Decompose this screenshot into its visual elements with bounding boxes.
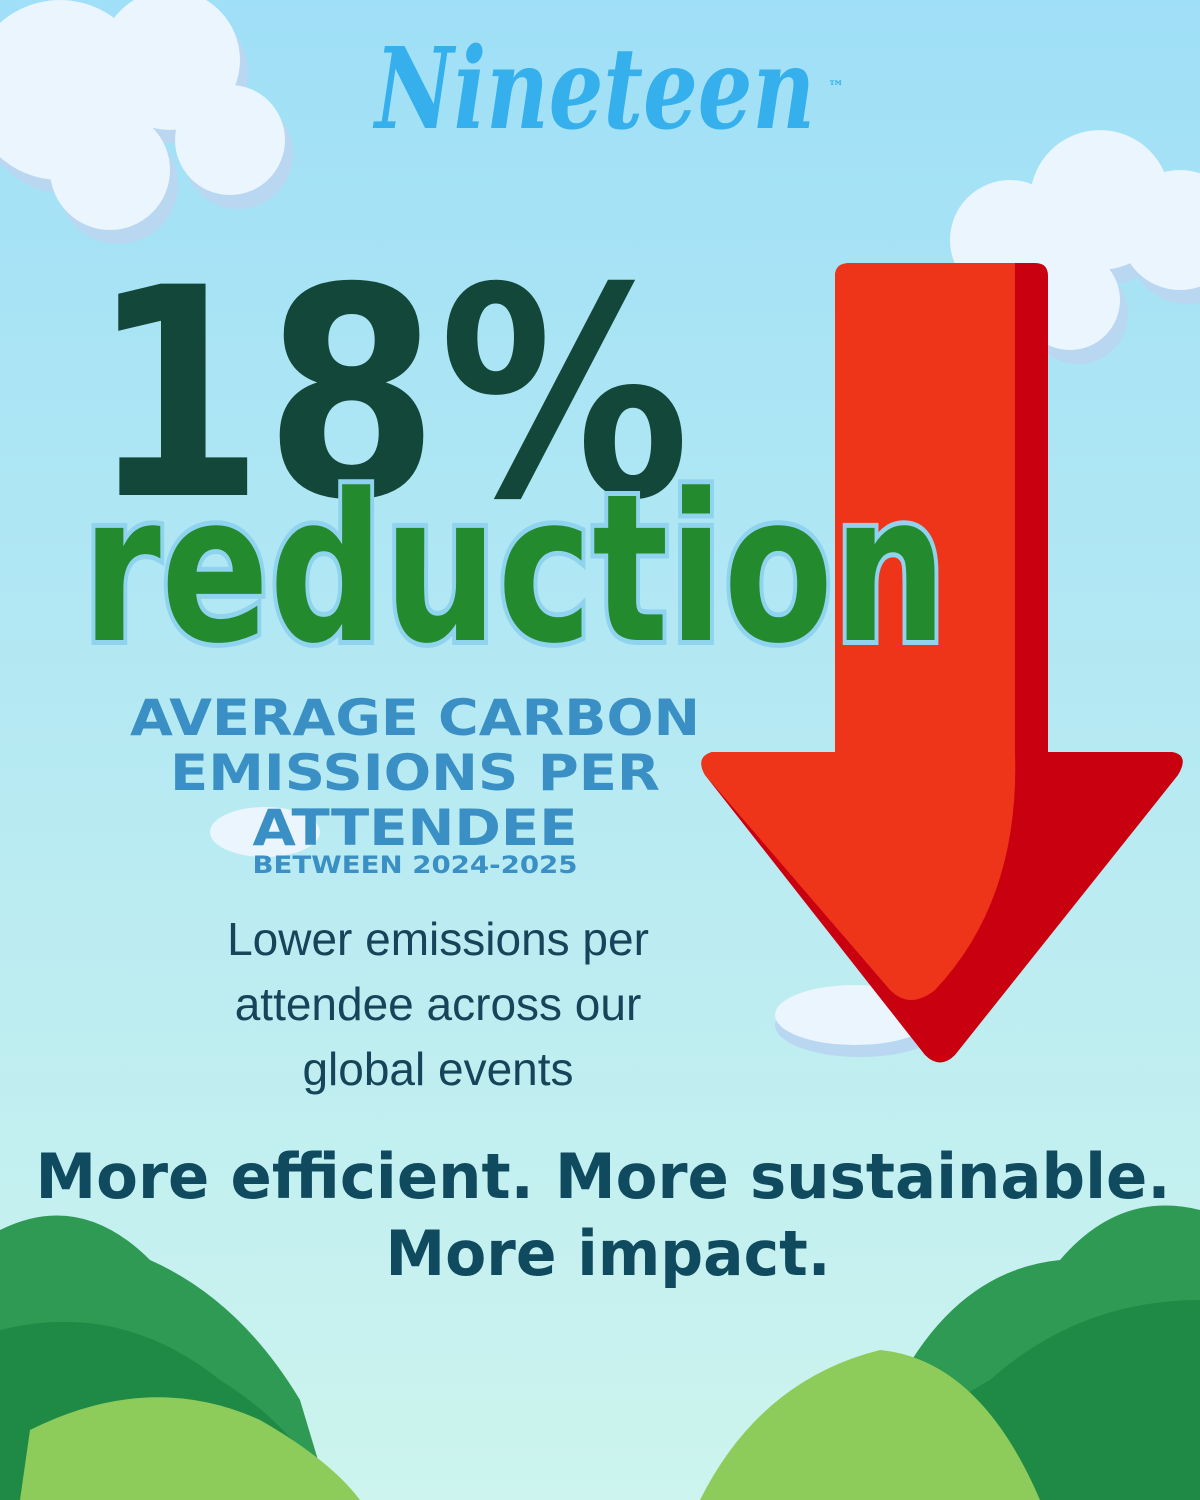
logo: Nineteen	[373, 24, 815, 155]
tagline-line: More efficient. More sustainable.	[36, 1140, 1171, 1213]
subtitle-period: BETWEEN 2024-2025	[253, 851, 578, 879]
body-line: Lower emissions per	[227, 913, 649, 965]
subtitle-line: AVERAGE CARBON	[130, 689, 700, 747]
subtitle-line: EMISSIONS PER	[170, 744, 660, 802]
tagline-line: More impact.	[386, 1217, 831, 1290]
trademark: ™	[828, 77, 844, 96]
bushes	[0, 1205, 1200, 1500]
headline-word: reduction	[82, 451, 947, 689]
headline-figure: 18%	[90, 227, 690, 564]
subtitle-line: ATTENDEE	[253, 799, 578, 857]
body-line: global events	[302, 1043, 573, 1095]
body-line: attendee across our	[235, 978, 642, 1030]
cloud	[0, 0, 293, 244]
down-arrow	[701, 263, 1183, 1063]
